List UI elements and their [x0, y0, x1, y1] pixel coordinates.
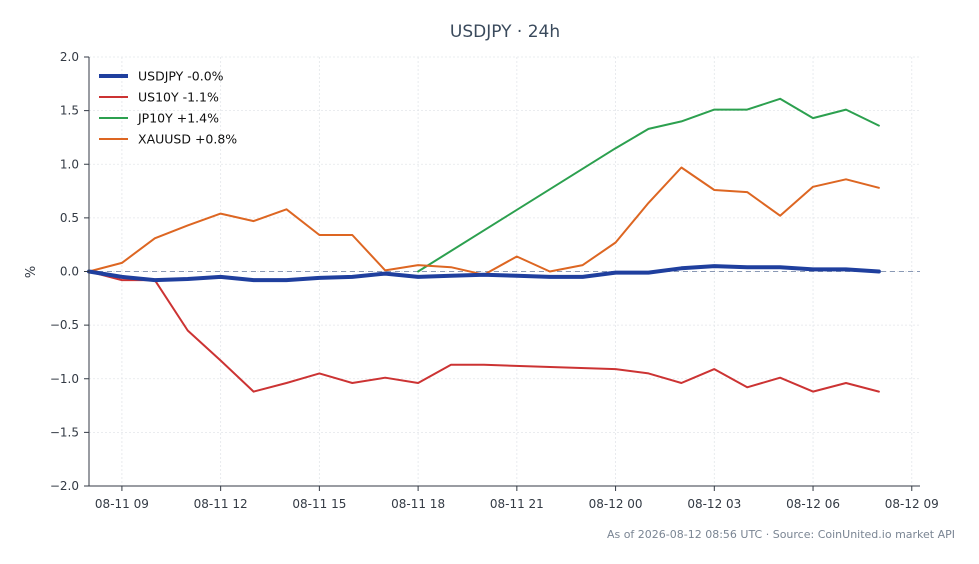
- y-tick-label: −1.0: [50, 372, 79, 386]
- y-tick-label: −0.5: [50, 318, 79, 332]
- series-line: [417, 97, 880, 273]
- x-tick-label: 08-12 09: [885, 497, 939, 511]
- legend: USDJPY -0.0% US10Y -1.1% JP10Y +1.4% XAUUSD…: [99, 69, 237, 147]
- legend-entry: US10Y -1.1%: [138, 90, 219, 105]
- series-line: [88, 270, 880, 393]
- x-tick-label: 08-12 03: [687, 497, 741, 511]
- y-tick-label: −1.5: [50, 425, 79, 439]
- series-line: [88, 166, 880, 276]
- y-tick-label: 0.0: [60, 265, 79, 279]
- legend-entry: JP10Y +1.4%: [137, 111, 219, 126]
- chart-title: USDJPY · 24h: [450, 22, 560, 42]
- series-group: [87, 97, 881, 393]
- y-tick-label: −2.0: [50, 479, 79, 493]
- x-tick-label: 08-11 12: [194, 497, 248, 511]
- x-tick-label: 08-11 18: [391, 497, 445, 511]
- axes: 2.0 1.5 1.0 0.5 0.0 −0.5 −1.0 −1.5 −2.0 08-11 09 0…: [50, 50, 939, 511]
- source-footer: As of 2026-08-12 08:56 UTC · Source: Coi…: [607, 528, 955, 541]
- x-tick-label: 08-11 21: [490, 497, 544, 511]
- legend-entry: USDJPY -0.0%: [138, 69, 224, 84]
- y-axis-label: %: [24, 266, 39, 278]
- x-tick-label: 08-12 00: [589, 497, 643, 511]
- y-tick-label: 1.5: [60, 104, 79, 118]
- x-tick-label: 08-12 06: [786, 497, 840, 511]
- y-tick-label: 1.0: [60, 157, 79, 171]
- x-tick-label: 08-11 09: [95, 497, 149, 511]
- y-tick-label: 2.0: [60, 50, 79, 64]
- x-tick-label: 08-11 15: [292, 497, 346, 511]
- series-line: [87, 264, 881, 283]
- y-tick-label: 0.5: [60, 211, 79, 225]
- legend-entry: XAUUSD +0.8%: [138, 132, 237, 147]
